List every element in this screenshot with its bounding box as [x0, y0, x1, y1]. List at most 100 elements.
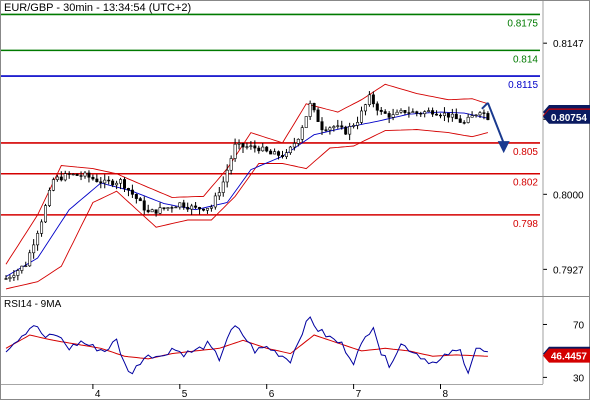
candle-body [470, 115, 474, 118]
candle-body [150, 209, 154, 213]
candle-body [43, 205, 47, 223]
candle-body [95, 178, 99, 183]
candle-body [367, 94, 371, 105]
candle-body [399, 110, 403, 113]
candle-body [12, 275, 16, 278]
candle-body [371, 94, 375, 105]
candle-body [328, 127, 332, 131]
level-label: 0.805 [513, 147, 538, 158]
candle-body [462, 122, 466, 124]
candle-body [383, 111, 387, 114]
candle-body [324, 129, 328, 131]
candle-body [403, 110, 407, 113]
candle-body [126, 188, 130, 191]
candle-body [75, 173, 79, 176]
candle-body [71, 173, 75, 176]
candle-body [174, 206, 178, 209]
forecast-arrow-head [497, 141, 510, 154]
candle-body [300, 127, 304, 140]
candle-body [205, 208, 209, 211]
candle-body [47, 189, 51, 206]
candle-body [466, 116, 470, 123]
candle-body [296, 138, 300, 144]
candle-body [142, 200, 146, 211]
candle-body [190, 205, 194, 210]
candle-body [411, 111, 415, 113]
candle-body [158, 207, 162, 214]
y-tick-label: 0.8000 [553, 190, 584, 201]
candle-body [111, 180, 115, 186]
candle-body [415, 111, 419, 114]
rsi-label: RSI14 - 9MA [4, 299, 62, 310]
candle-body [79, 175, 83, 177]
candle-body [482, 112, 486, 114]
candle-body [375, 103, 379, 111]
bollinger-lower [5, 129, 489, 290]
candle-body [51, 179, 55, 191]
candle-body [32, 244, 36, 254]
candle-body [288, 146, 292, 154]
candle-body [67, 173, 71, 175]
candle-body [284, 152, 288, 157]
candle-body [450, 113, 454, 118]
candle-body [24, 265, 28, 267]
candle-body [233, 143, 237, 159]
candle-body [134, 194, 138, 199]
candle-body [438, 114, 442, 117]
candle-body [277, 151, 281, 156]
candle-body [107, 179, 111, 182]
candle-body [229, 158, 233, 171]
y-tick-label: 0.7927 [553, 265, 584, 276]
candle-body [162, 207, 166, 210]
candle-body [209, 206, 213, 209]
candle-body [454, 113, 458, 120]
candle-body [115, 182, 119, 186]
candle-body [63, 173, 67, 181]
candle-body [40, 221, 44, 234]
candle-body [20, 265, 24, 271]
price-badge-bg [543, 109, 590, 124]
candle-body [119, 179, 123, 184]
candle-body [427, 110, 431, 112]
candle-body [280, 155, 284, 157]
candle-body [182, 202, 186, 208]
candle-body [103, 179, 107, 184]
candle-body [55, 176, 59, 180]
candle-body [123, 179, 127, 189]
candle-body [36, 233, 40, 246]
price-badge-label: 0.80754 [551, 113, 588, 124]
candle-body [221, 181, 225, 193]
candle-body [178, 202, 182, 208]
candle-body [344, 126, 348, 135]
candle-body [253, 145, 257, 149]
candle-body [356, 122, 360, 126]
candle-body [225, 169, 229, 183]
x-tick-label: 4 [95, 389, 101, 400]
candle-body [442, 112, 446, 116]
candle-body [308, 103, 312, 117]
candle-body [332, 126, 336, 129]
candle-body [16, 270, 20, 276]
candle-body [435, 113, 439, 116]
level-label: 0.8175 [507, 18, 538, 29]
y-tick-label: 0.8147 [553, 39, 584, 50]
candle-body [320, 121, 324, 131]
x-tick-label: 7 [356, 389, 362, 400]
moving-average [5, 111, 488, 277]
candle-body [292, 143, 296, 148]
candle-body [194, 205, 198, 208]
candle-body [237, 143, 241, 145]
level-label: 0.798 [513, 219, 538, 230]
candle-body [59, 176, 63, 181]
candle-body [202, 208, 206, 211]
x-tick-label: 5 [182, 389, 188, 400]
candle-body [154, 209, 158, 214]
x-tick-label: 6 [269, 389, 275, 400]
candle-body [4, 278, 8, 280]
candle-body [352, 125, 356, 127]
candle-body [363, 104, 367, 112]
candle-body [316, 109, 320, 122]
candle-body [28, 252, 32, 267]
